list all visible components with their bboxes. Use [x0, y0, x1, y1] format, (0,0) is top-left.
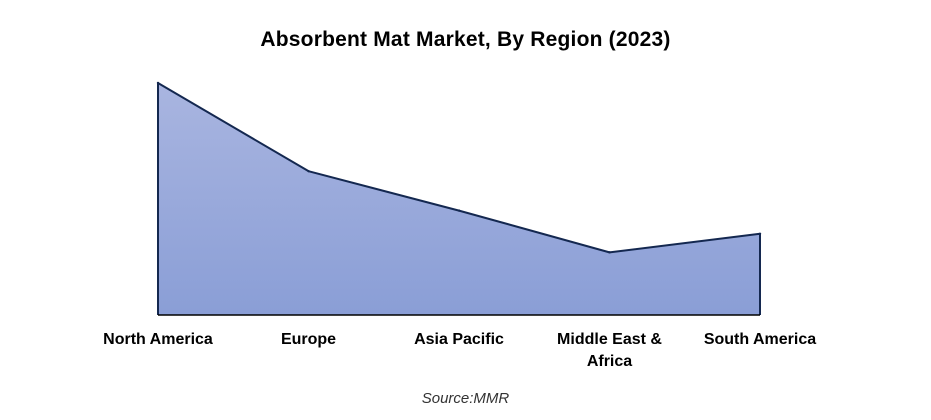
- data-point: [758, 232, 762, 235]
- chart-title: Absorbent Mat Market, By Region (2023): [260, 28, 671, 51]
- x-tick-label: Middle East & Africa: [557, 331, 662, 370]
- source-label: Source:MMR: [421, 390, 510, 407]
- x-tick-label: North America: [103, 331, 213, 348]
- data-point: [307, 169, 310, 173]
- x-tick-label: Asia Pacific: [414, 331, 504, 348]
- x-tick-label: South America: [703, 331, 817, 348]
- data-point: [457, 209, 461, 212]
- data-point: [608, 251, 611, 254]
- data-point: [156, 81, 160, 85]
- area-fill: [158, 83, 760, 315]
- x-tick-label: Europe: [280, 331, 337, 348]
